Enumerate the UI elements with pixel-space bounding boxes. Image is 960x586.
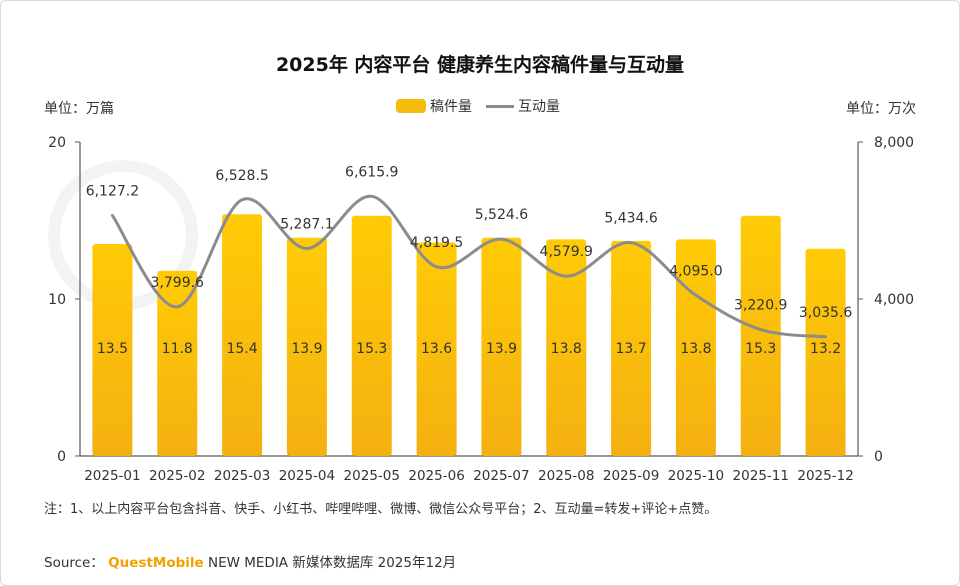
- line-value-label: 4,819.5: [410, 235, 463, 251]
- bar-value-label: 15.4: [226, 341, 257, 357]
- bar-value-label: 13.9: [486, 341, 517, 357]
- line-value-label: 3,035.6: [799, 305, 853, 321]
- left-tick-label: 20: [48, 135, 66, 151]
- x-tick-label: 2025-04: [279, 468, 335, 484]
- left-tick-label: 10: [48, 292, 66, 308]
- bar-value-label: 13.8: [680, 341, 711, 357]
- line-value-label: 4,095.0: [669, 263, 722, 279]
- x-tick-label: 2025-10: [668, 468, 724, 484]
- chart-legend: 稿件量 互动量: [396, 96, 560, 116]
- bar: [805, 248, 846, 456]
- bar: [546, 239, 587, 456]
- x-tick-label: 2025-07: [473, 468, 529, 484]
- bar-value-label: 13.5: [97, 341, 128, 357]
- x-tick-label: 2025-01: [84, 468, 140, 484]
- source-suffix: NEW MEDIA 新媒体数据库 2025年12月: [207, 555, 457, 571]
- x-tick-label: 2025-03: [214, 468, 270, 484]
- line-value-label: 4,579.9: [540, 244, 593, 260]
- source-line: Source： QuestMobile NEW MEDIA 新媒体数据库 202…: [44, 551, 456, 571]
- bar: [286, 237, 327, 456]
- chart-title: 2025年 内容平台 健康养生内容稿件量与互动量: [275, 54, 685, 76]
- line-value-label: 3,220.9: [734, 298, 787, 314]
- bar-value-label: 15.3: [745, 341, 776, 357]
- line-value-label: 5,524.6: [475, 207, 529, 223]
- x-tick-label: 2025-06: [408, 468, 464, 484]
- bar: [481, 237, 522, 456]
- x-tick-label: 2025-09: [603, 468, 659, 484]
- left-axis-unit: 单位：万篇: [44, 101, 114, 117]
- bar: [222, 214, 263, 456]
- bar-value-label: 13.2: [810, 341, 841, 357]
- bar-value-label: 13.7: [615, 341, 646, 357]
- line-value-label: 5,434.6: [604, 211, 658, 227]
- legend-line-swatch: [486, 104, 514, 108]
- legend-bar-label: 稿件量: [430, 99, 472, 115]
- engagement-line: [110, 194, 828, 339]
- source-brand: QuestMobile: [108, 555, 204, 571]
- x-tick-label: 2025-02: [149, 468, 205, 484]
- bar-value-label: 13.9: [291, 341, 322, 357]
- line-value-label: 3,799.6: [151, 275, 205, 291]
- right-tick-label: 8,000: [874, 135, 914, 151]
- line-value-label: 6,528.5: [215, 168, 268, 184]
- bar: [351, 215, 392, 456]
- bar-value-label: 13.8: [551, 341, 582, 357]
- line-value-label: 6,615.9: [345, 164, 398, 180]
- bar-value-label: 13.6: [421, 341, 452, 357]
- x-tick-label: 2025-11: [733, 468, 789, 484]
- bar: [740, 215, 781, 456]
- line-value-label: 5,287.1: [280, 216, 333, 232]
- footnote: 注：1、以上内容平台包含抖音、快手、小红书、哔哩哔哩、微博、微信公众号平台；2、…: [44, 502, 718, 517]
- x-tick-label: 2025-12: [797, 468, 853, 484]
- bar: [92, 244, 133, 456]
- x-tick-label: 2025-05: [344, 468, 400, 484]
- right-tick-label: 4,000: [874, 292, 914, 308]
- right-axis-unit: 单位：万次: [846, 101, 916, 117]
- bar: [675, 239, 716, 456]
- bar: [416, 242, 457, 456]
- legend-bar-swatch: [396, 99, 426, 113]
- bar-value-label: 15.3: [356, 341, 387, 357]
- bar-value-label: 11.8: [162, 341, 193, 357]
- x-tick-label: 2025-08: [538, 468, 594, 484]
- right-tick-label: 0: [874, 449, 883, 465]
- legend-line-label: 互动量: [518, 99, 560, 115]
- source-prefix: Source：: [44, 555, 104, 571]
- bar: [611, 240, 652, 456]
- bar: [157, 270, 198, 456]
- left-tick-label: 0: [57, 449, 66, 465]
- line-value-label: 6,127.2: [86, 184, 139, 200]
